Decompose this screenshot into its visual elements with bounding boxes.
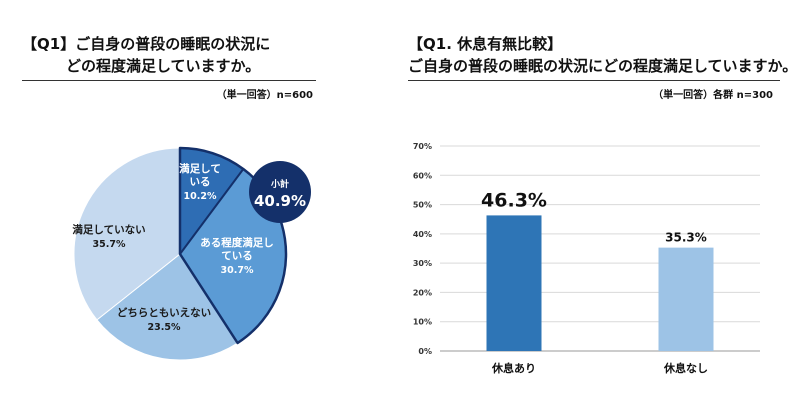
pie-slice-label: 満足していない — [72, 223, 145, 236]
y-tick-label: 20% — [413, 288, 432, 297]
pie-slice — [73, 147, 181, 321]
pie-slice-value: 23.5% — [148, 322, 181, 333]
pie-highlight-divider — [179, 168, 245, 255]
y-tick-label: 50% — [413, 201, 432, 210]
y-tick-label: 60% — [413, 171, 432, 180]
pie-slice-value: 35.7% — [93, 239, 126, 250]
pie-slice-label: どちらともいえない — [117, 306, 211, 319]
bar-title-rule — [408, 80, 780, 81]
bar-value-label: 46.3% — [481, 189, 547, 211]
subtotal-value: 40.9% — [254, 192, 306, 210]
x-category-label: 休息あり — [491, 361, 536, 375]
subtotal-badge — [249, 161, 311, 223]
y-tick-label: 70% — [413, 142, 432, 151]
pie-slice-label: ある程度満足し — [200, 236, 274, 249]
subtotal-label: 小計 — [270, 178, 289, 190]
pie-slice — [96, 253, 239, 361]
bar — [658, 247, 714, 351]
pie-highlight-outline — [178, 146, 288, 345]
y-tick-label: 30% — [413, 259, 432, 268]
pie-title-line1: 【Q1】ご自身の普段の睡眠の状況に — [22, 35, 271, 53]
pie-slice-value: 30.7% — [221, 265, 254, 276]
pie-sample-note: （単一回答）n=600 — [216, 90, 313, 101]
pie-title-line2: どの程度満足していますか。 — [66, 57, 261, 75]
pie-slice-label: いる — [190, 176, 211, 188]
y-tick-label: 0% — [418, 347, 432, 356]
bar — [486, 215, 542, 351]
x-category-label: 休息なし — [663, 361, 708, 375]
bar-sample-note: （単一回答）各群 n=300 — [653, 90, 773, 101]
pie-slice-label: ている — [221, 250, 253, 262]
pie-title-rule — [22, 80, 316, 81]
pie-slice-label: 満足して — [179, 162, 221, 175]
bar-title-line1: 【Q1. 休息有無比較】 — [408, 35, 563, 53]
bar-title-line2: ご自身の普段の睡眠の状況にどの程度満足していますか。 — [408, 57, 798, 75]
bar-value-label: 35.3% — [665, 231, 707, 245]
pie-slice-value: 10.2% — [184, 191, 217, 202]
bar-chart: 0% 10% 20% 30% 40% 50% 60% 70% 46.3% 休息あり 35.3% 休息な… — [413, 142, 760, 375]
y-tick-label: 40% — [413, 230, 432, 239]
y-tick-label: 10% — [413, 318, 432, 327]
